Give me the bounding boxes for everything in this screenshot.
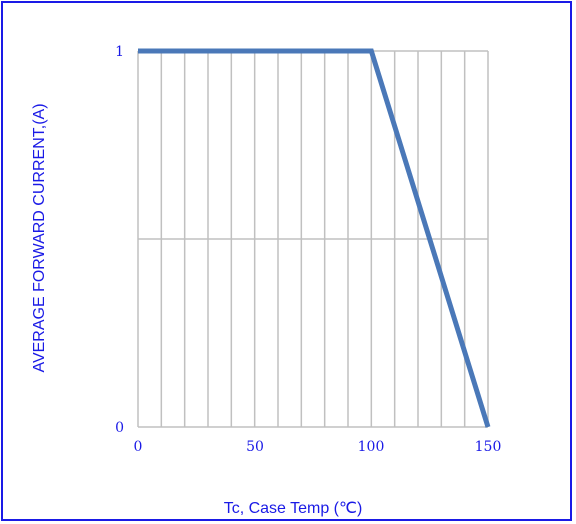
y-axis-label: AVERAGE FORWARD CURRENT,(A): [31, 103, 48, 372]
series-line: [138, 48, 491, 428]
x-tick-150: 150: [475, 439, 502, 455]
y-tick-0: 0: [115, 420, 124, 436]
y-tick-1: 1: [115, 44, 124, 60]
x-tick-50: 50: [246, 439, 264, 455]
horizontal-gridlines: [138, 50, 488, 428]
x-tick-100: 100: [358, 439, 385, 455]
x-axis-label: Tc, Case Temp (℃): [224, 500, 363, 517]
x-tick-0: 0: [134, 439, 143, 455]
